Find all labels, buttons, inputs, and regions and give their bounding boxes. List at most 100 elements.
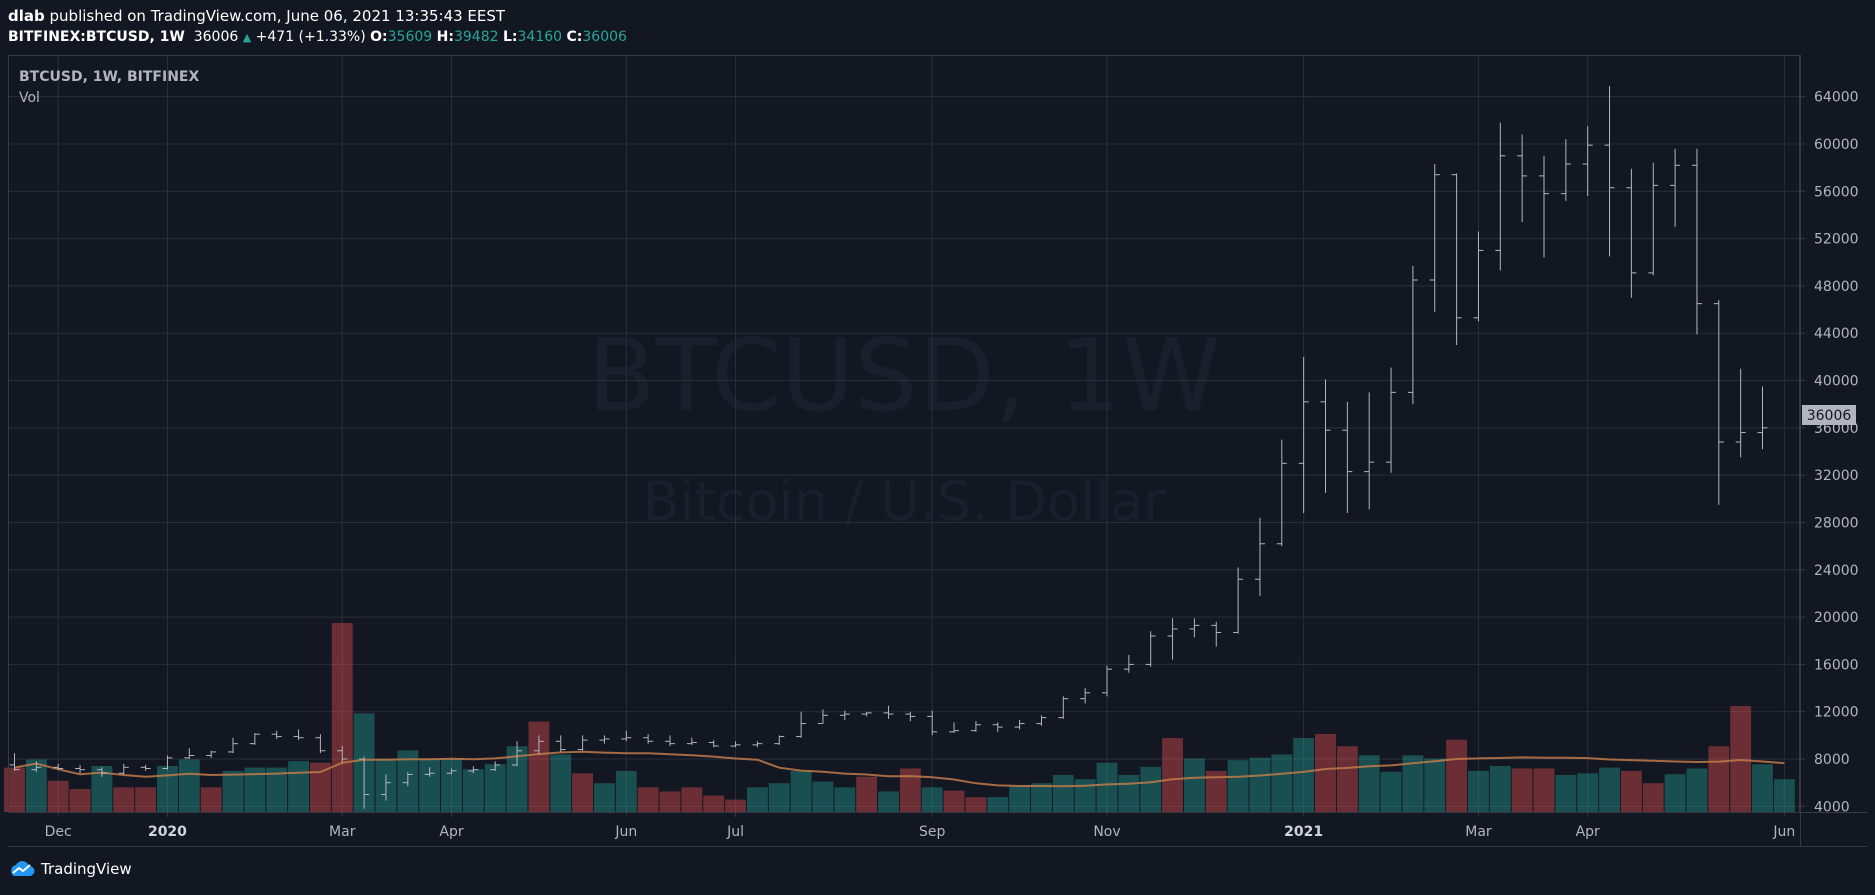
ohlc-bar — [1036, 715, 1047, 726]
volume-moving-average — [14, 750, 1785, 788]
price-tick-label: 8000 — [1814, 752, 1850, 768]
volume-bar — [594, 783, 615, 812]
volume-bar — [659, 791, 681, 812]
volume-bar — [1708, 746, 1730, 812]
ohlc-bar — [140, 764, 151, 771]
ohlc-bar — [1342, 401, 1353, 514]
time-tick-label: 2021 — [1284, 824, 1323, 840]
open-value: 35609 — [387, 29, 433, 45]
ohlc-bar — [839, 710, 850, 720]
volume-legend-label: Vol — [19, 90, 40, 106]
volume-bar — [47, 780, 69, 812]
ohlc-bar — [96, 767, 107, 777]
ohlc-bar — [949, 722, 960, 734]
volume-bar — [266, 767, 288, 812]
volume-bar — [1140, 766, 1162, 812]
last-price: 36006 — [193, 29, 239, 45]
author-name[interactable]: dlab — [8, 7, 45, 25]
volume-bar — [878, 791, 899, 812]
volume-bar — [528, 721, 550, 812]
ohlc-bar — [293, 729, 304, 741]
volume-bar — [1489, 765, 1511, 812]
volume-bar — [987, 797, 1009, 812]
ohlc-bar — [1189, 618, 1200, 638]
volume-bar — [615, 770, 637, 812]
volume-bar — [1752, 764, 1773, 812]
ohlc-bar — [337, 746, 348, 763]
chart-grid — [8, 56, 1800, 812]
volume-bar — [550, 754, 572, 812]
time-axis[interactable]: Dec 2020 Mar Apr Jun Jul Sep Nov 2021 Mar Apr Jun — [45, 812, 1796, 840]
ohlc-bar — [162, 755, 173, 770]
footer: TradingView — [8, 860, 132, 878]
volume-bar — [222, 770, 244, 812]
price-axis[interactable]: 4000 8000 12000 16000 20000 24000 28000 32000 36… — [1800, 90, 1859, 816]
volume-bar — [1118, 775, 1140, 812]
volume-bar — [1599, 767, 1620, 812]
time-tick-label: Sep — [919, 824, 946, 840]
volume-bar — [1664, 774, 1686, 812]
volume-bar — [1096, 762, 1118, 812]
ohlc-bar — [1058, 696, 1069, 719]
volume-bar — [244, 767, 266, 812]
up-triangle-icon: ▲ — [242, 31, 252, 44]
ohlc-bar — [1713, 300, 1724, 505]
price-tick-label: 52000 — [1814, 232, 1859, 248]
price-tick-label: 40000 — [1814, 374, 1859, 390]
volume-bar — [768, 783, 790, 812]
volume-bar — [812, 781, 834, 812]
price-tick-label: 60000 — [1814, 137, 1859, 153]
publish-line: dlab published on TradingView.com, June … — [8, 6, 627, 26]
volume-bar — [1620, 770, 1642, 812]
close-label: C: — [566, 29, 583, 45]
volume-bar — [1511, 768, 1533, 812]
volume-bar — [288, 761, 309, 812]
volume-bar — [1009, 785, 1031, 812]
price-tick-label: 24000 — [1814, 563, 1859, 579]
volume-bar — [725, 799, 746, 812]
ohlc-bar — [1670, 148, 1681, 227]
price-change: +471 (+1.33%) — [255, 29, 366, 45]
ohlc-bar — [774, 735, 785, 745]
volume-series — [4, 623, 1795, 812]
time-tick-label: Jun — [614, 824, 637, 840]
ohlc-bar — [752, 741, 763, 748]
volume-bar — [1555, 775, 1577, 812]
volume-bar — [834, 787, 856, 812]
price-tick-label: 4000 — [1814, 799, 1850, 815]
volume-bar — [1315, 733, 1336, 812]
ohlc-bar — [315, 734, 326, 754]
last-price-label: 36006 — [1807, 408, 1852, 424]
ohlc-bar — [75, 764, 86, 774]
time-tick-label: Mar — [329, 824, 356, 840]
volume-bar — [1533, 768, 1555, 812]
volume-bar — [790, 770, 812, 812]
ohlc-bar — [1145, 631, 1156, 667]
time-tick-label: 2020 — [148, 824, 187, 840]
volume-bar — [69, 788, 91, 812]
ohlc-series — [9, 86, 1768, 809]
ohlc-bar — [555, 735, 566, 752]
ohlc-bar — [1429, 164, 1440, 312]
volume-bar — [899, 768, 921, 812]
volume-bar — [1402, 755, 1424, 812]
volume-bar — [309, 762, 331, 812]
ohlc-bar — [883, 705, 894, 719]
ohlc-bar — [1123, 654, 1134, 673]
ohlc-bar — [1473, 231, 1484, 322]
ohlc-bar — [817, 709, 828, 725]
price-tick-label: 28000 — [1814, 515, 1859, 531]
ohlc-bar — [1080, 688, 1091, 704]
symbol-label[interactable]: BITFINEX:BTCUSD, 1W — [8, 29, 185, 45]
volume-bar — [1577, 773, 1599, 812]
ohlc-bar — [730, 741, 741, 748]
tradingview-logo-text[interactable]: TradingView — [41, 860, 132, 878]
ohlc-bar — [1211, 621, 1222, 647]
low-label: L: — [502, 29, 518, 45]
time-tick-label: Jul — [726, 824, 744, 840]
ohlc-bar — [1517, 134, 1528, 223]
ohlc-bar — [992, 722, 1003, 732]
time-tick-label: Nov — [1093, 824, 1120, 840]
ohlc-bar — [905, 711, 916, 722]
